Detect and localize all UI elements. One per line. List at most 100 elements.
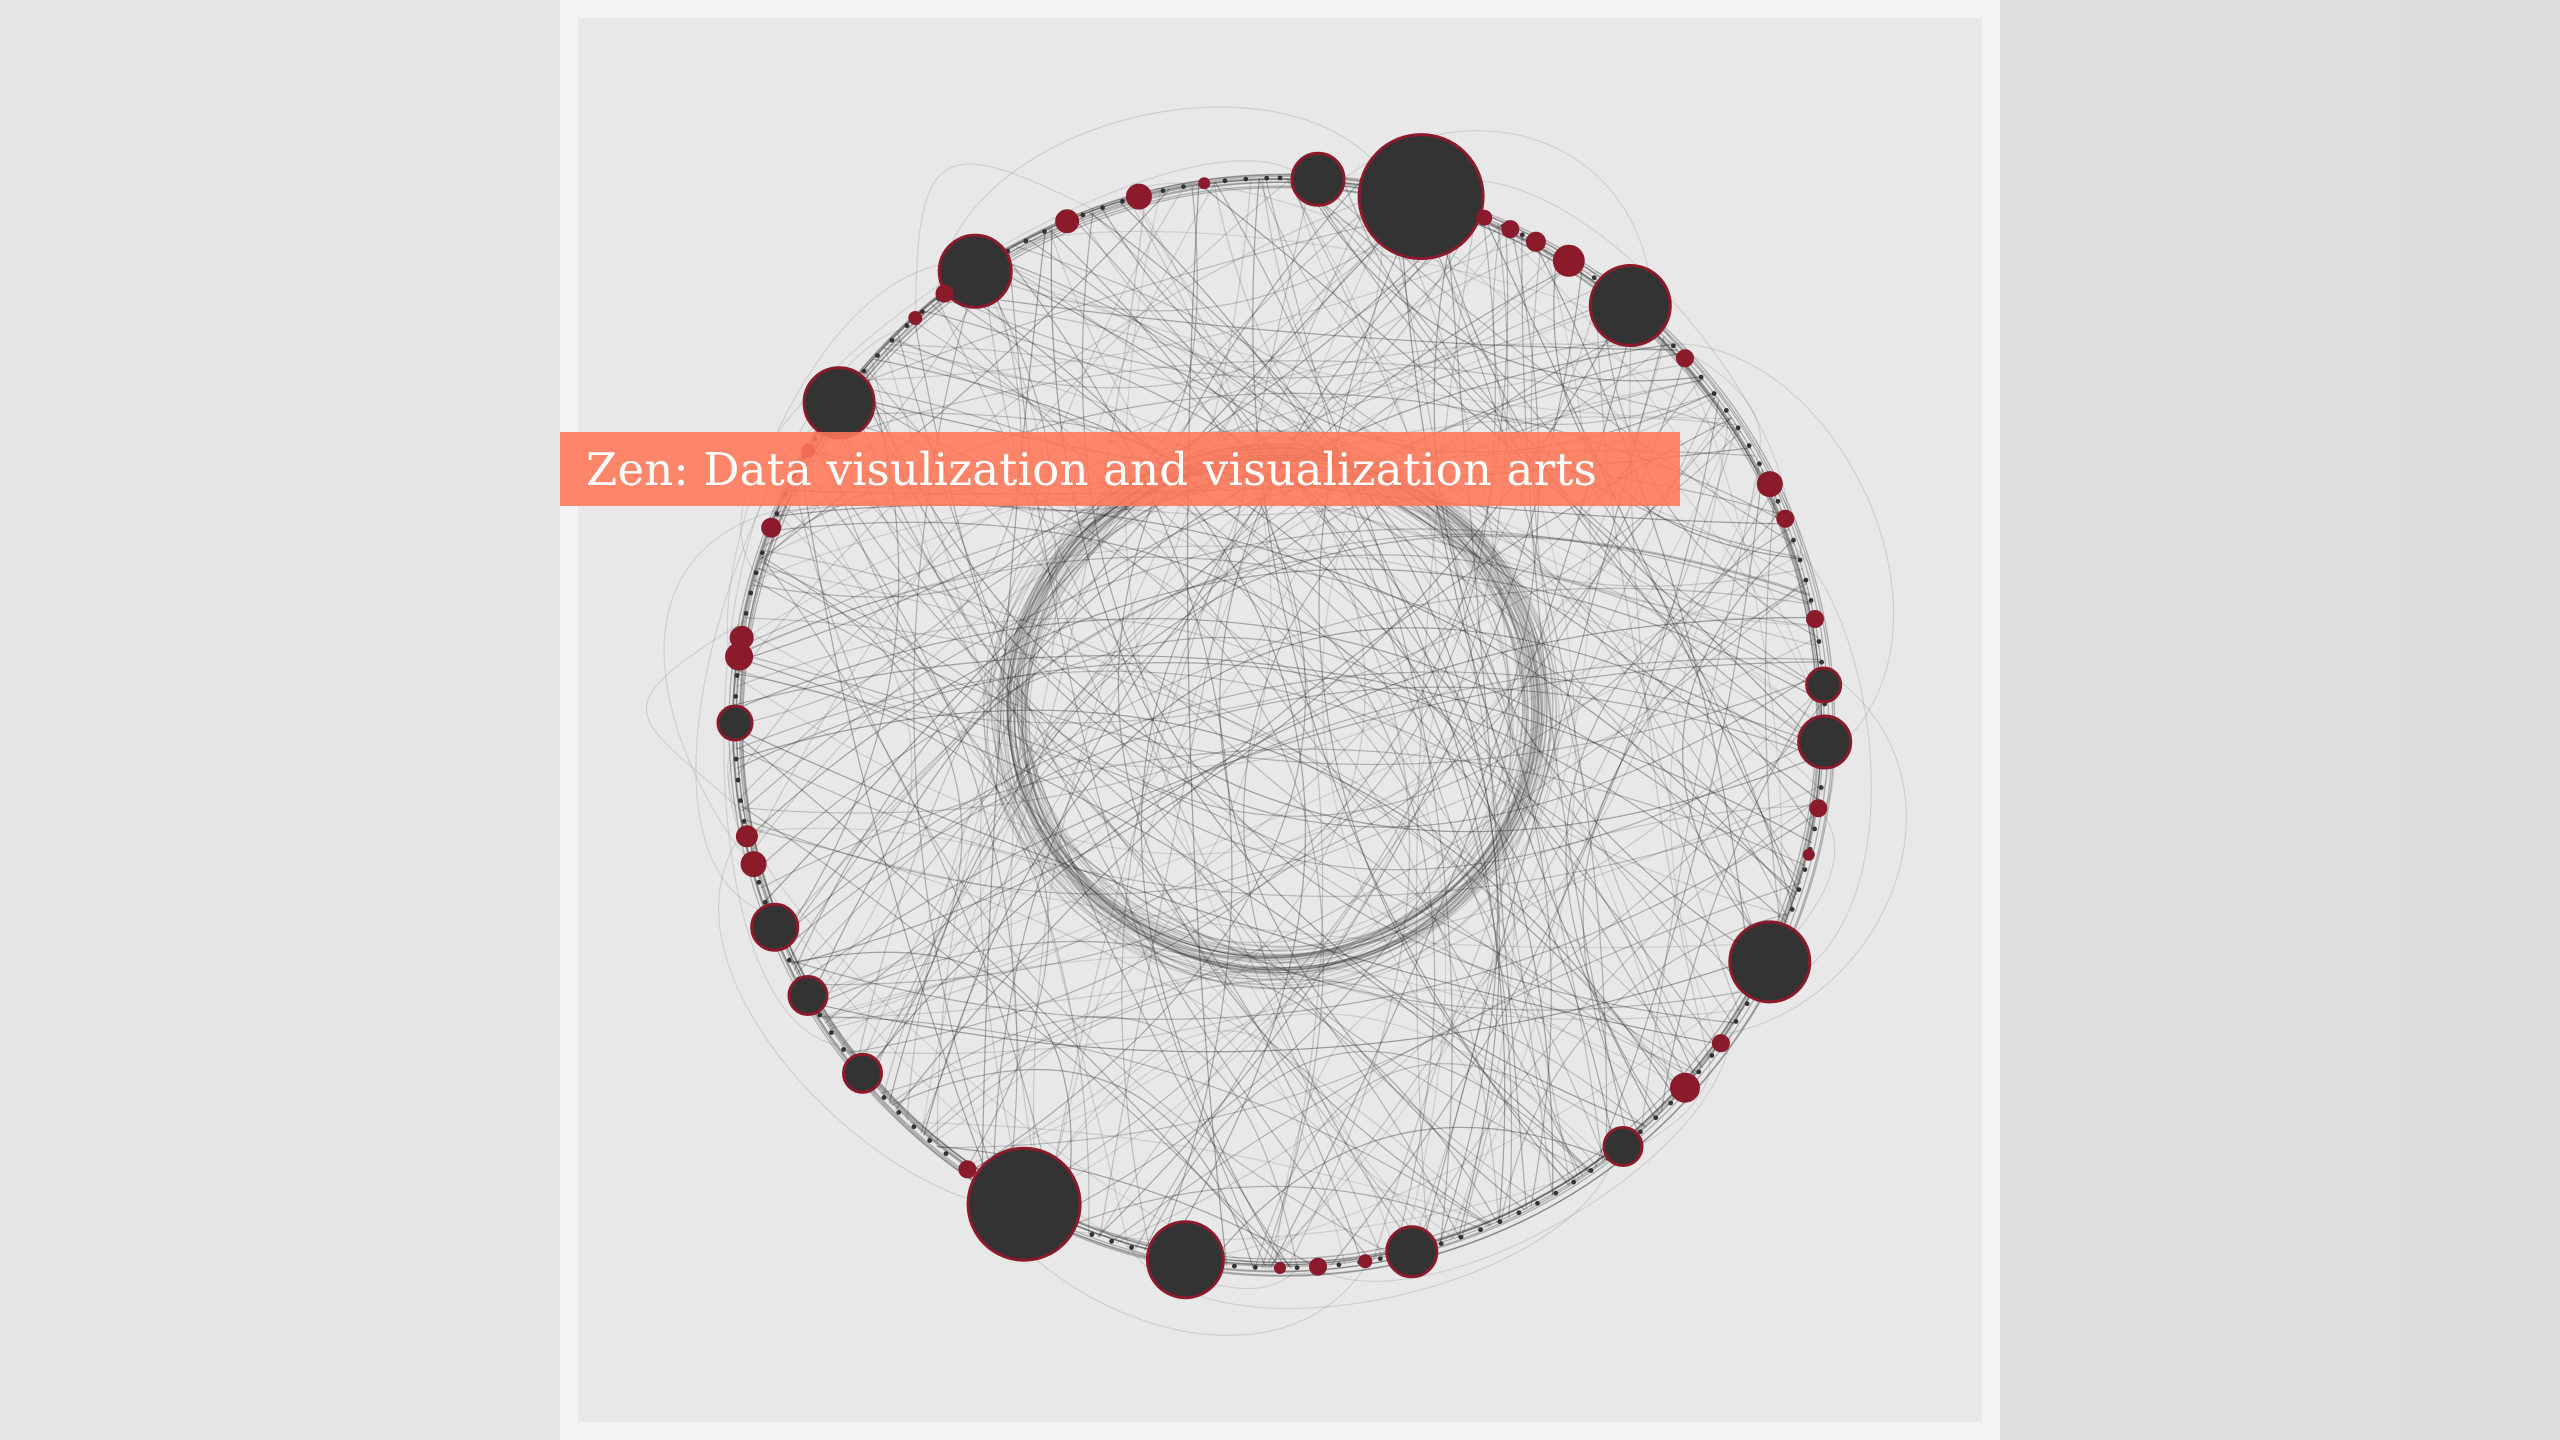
small-node [1160,188,1166,194]
hub-node [842,1052,883,1094]
edge-curve [769,521,1616,1154]
edge-curve [1500,912,1791,1222]
edge-curve [859,375,1825,833]
edge-curve [760,748,1807,889]
small-node [889,337,895,343]
edge-curve [1010,181,1217,1215]
accent-node [958,1160,977,1179]
edge-curve [844,685,1825,1054]
edge-curve [737,673,1050,1170]
edge-curve [738,657,1591,1172]
edge-curve [812,950,1776,1053]
edge-curve [862,616,1815,1075]
hub-node [750,902,800,952]
edge-layer [645,106,1907,1336]
small-node [1252,1265,1258,1270]
small-node [1808,598,1814,603]
small-node [1519,232,1525,238]
edge-curve [1409,798,1821,1253]
edge-curve [880,578,1807,1095]
edge-curve [1044,186,1376,1215]
edge-curve [1219,212,1526,1211]
small-node [1698,374,1704,380]
small-node [861,368,867,374]
edge-curve [735,618,1571,1185]
edge-curve [1261,246,1591,1269]
edge-curve [762,549,1682,1092]
node-layer [716,133,1853,1300]
edge-curve [743,357,1686,895]
edge-curve [995,257,1552,1207]
small-node [753,570,759,576]
edge-curve [736,709,1676,1099]
small-node [1277,175,1283,181]
edge-curve [931,303,1584,1177]
small-node [927,1138,933,1143]
edge-curve [820,1016,1490,1227]
edge-curve [1048,229,1790,917]
edge-curve [736,188,1392,677]
accent-node [1525,231,1546,252]
small-node [759,550,765,556]
small-node [1089,1232,1095,1237]
edge-curve [788,554,1825,961]
accent-node [735,825,758,848]
edge-curve [889,1016,1298,1268]
edge-curve [810,444,1782,817]
edge-curve [932,197,1272,1144]
edge-curve [744,825,1780,949]
edge-curve [888,535,1811,1104]
accent-node [1198,177,1211,190]
edge-curve [1594,469,1763,1168]
edge-curve [1214,181,1453,1244]
hub-node [1602,1126,1644,1167]
small-node [904,323,910,329]
edge-curve [812,442,1698,1075]
edge-loop [728,754,1299,1289]
edge-curve [979,186,1186,1206]
small-node [1796,887,1802,892]
edge-curve [1530,244,1703,1069]
edge-curve [1412,194,1608,1160]
edge-curve [737,431,1742,724]
small-node [1100,205,1105,211]
small-node [1336,1262,1342,1268]
edge-curve [735,746,1820,898]
slide-title: Zen: Data visulization and visualization… [586,442,1597,496]
accent-node [1358,1254,1373,1269]
small-node [1733,1019,1739,1024]
hub-node [1588,264,1672,347]
small-node [735,777,741,783]
edge-curve [827,587,1809,1027]
small-node [733,756,739,762]
edge-curve [1111,882,1802,1242]
edge-curve [1132,197,1817,627]
accent-node [1476,209,1493,226]
edge-curve [757,568,1685,1090]
edge-curve [1293,178,1651,390]
edge-curve [745,617,1703,1068]
edge-curve [1462,491,1774,1237]
edge-curve [1565,528,1790,1115]
edge-curve [891,1068,1254,1268]
hub-node [1805,666,1843,704]
small-node [741,819,747,824]
edge-curve [1372,395,1717,1261]
small-node [1671,343,1676,349]
small-node [1711,391,1717,396]
small-node [1535,1200,1540,1206]
accent-node [740,851,767,878]
hub-node [1797,714,1853,770]
edge-curve [789,812,1818,1020]
edge-curve [745,827,1346,1265]
small-node [1458,1234,1464,1240]
edge-curve [779,671,1825,940]
edge-curve [1026,177,1441,1206]
small-node [1129,1245,1134,1250]
small-node [1744,1001,1750,1007]
edge-curve [984,264,1733,420]
edge-curve [755,636,1696,1077]
hub-node [1145,1220,1225,1300]
edge-curve [741,528,1813,812]
small-node [1812,826,1817,832]
